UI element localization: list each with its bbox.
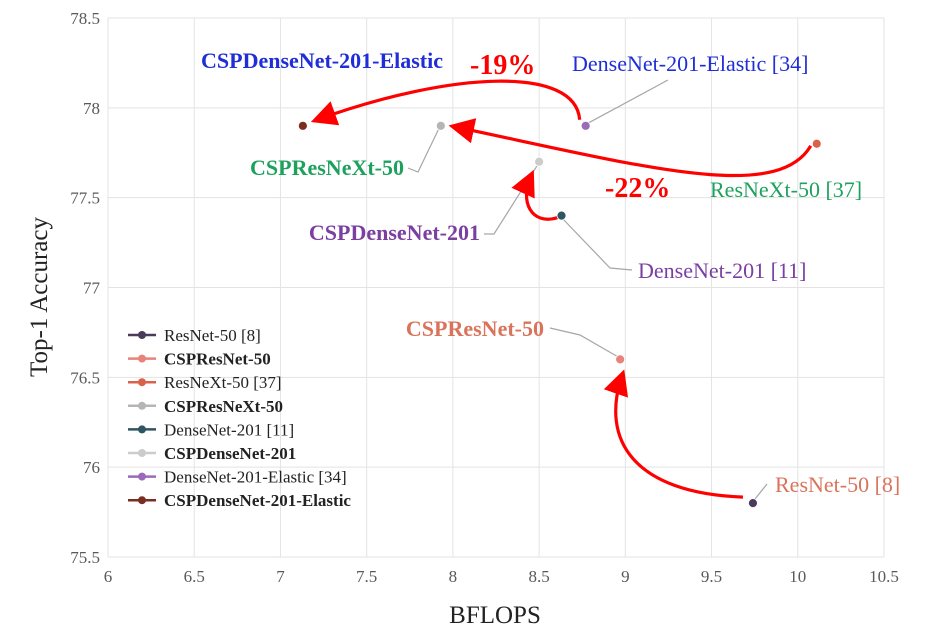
leader-line <box>588 79 669 124</box>
x-axis-title: BFLOPS <box>449 602 541 629</box>
leader-line <box>549 327 618 357</box>
legend-marker <box>138 425 146 434</box>
data-point <box>615 354 626 365</box>
leader-lines <box>407 79 768 500</box>
point-labels: ResNet-50 [8] CSPResNet-50 ResNeXt-50 [37]… <box>201 48 900 497</box>
point-label: CSPDenseNet-201-Elastic <box>201 48 443 73</box>
x-tick-label: 10 <box>789 567 806 586</box>
data-point <box>580 120 591 131</box>
leader-line <box>563 219 633 271</box>
x-tick-label: 8.5 <box>528 567 549 586</box>
point-label: ResNet-50 [8] <box>775 472 900 497</box>
legend-entry: CSPResNet-50 <box>164 350 271 369</box>
data-point <box>811 138 822 149</box>
x-tick-label: 9 <box>621 567 630 586</box>
leader-line <box>484 165 538 235</box>
y-tick-label: 78 <box>83 99 100 118</box>
annotation-19: -19% <box>470 50 535 81</box>
legend-entry: ResNet-50 [8] <box>164 326 261 345</box>
x-tick-label: 7 <box>276 567 285 586</box>
legend-marker <box>138 378 146 387</box>
arrow-densenet <box>511 169 558 221</box>
y-tick-label: 77 <box>83 279 101 298</box>
point-label: DenseNet-201-Elastic [34] <box>572 51 808 76</box>
legend: ResNet-50 [8] CSPResNet-50 ResNeXt-50 [37]… <box>128 326 351 510</box>
data-point <box>556 210 567 221</box>
grid <box>107 17 885 558</box>
data-point <box>435 120 446 131</box>
x-tick-label: 6 <box>104 567 113 586</box>
x-tick-label: 7.5 <box>356 567 377 586</box>
leader-line <box>754 483 768 500</box>
axis-ticks: 6 6.5 7 7.5 8 8.5 9 9.5 10 10.575.57676.57777.578… <box>70 9 899 586</box>
legend-entry: CSPDenseNet-201 <box>164 444 296 463</box>
x-tick-label: 8 <box>449 567 458 586</box>
leader-line <box>407 128 440 173</box>
data-point <box>297 120 308 131</box>
legend-entry: ResNeXt-50 [37] <box>164 373 282 392</box>
data-point <box>534 156 545 167</box>
point-label: DenseNet-201 [11] <box>638 258 806 283</box>
y-axis-title: Top-1 Accuracy <box>26 217 53 377</box>
legend-entry: CSPResNeXt-50 <box>164 397 283 416</box>
arrow-resnet <box>603 369 744 499</box>
point-label: ResNeXt-50 [37] <box>710 177 862 202</box>
x-tick-label: 6.5 <box>184 567 205 586</box>
data-point <box>748 498 758 509</box>
arrow-densenet-elastic <box>310 79 582 126</box>
y-tick-label: 77.5 <box>70 189 100 208</box>
y-tick-label: 75.5 <box>70 548 100 567</box>
arrow-resnext <box>448 118 813 178</box>
legend-marker <box>138 449 146 457</box>
legend-marker <box>138 331 146 339</box>
legend-marker <box>138 472 146 481</box>
x-tick-label: 10.5 <box>869 567 899 586</box>
legend-marker <box>138 354 146 363</box>
y-tick-label: 76.5 <box>70 368 100 387</box>
legend-entry: CSPDenseNet-201-Elastic <box>164 491 351 510</box>
arrows <box>310 79 813 499</box>
data-points <box>297 120 822 509</box>
annotation-22: -22% <box>605 173 670 204</box>
y-tick-label: 76 <box>83 458 100 477</box>
legend-entry: DenseNet-201 [11] <box>164 420 294 439</box>
legend-marker <box>138 496 146 505</box>
legend-entry: DenseNet-201-Elastic [34] <box>164 468 347 487</box>
y-tick-label: 78.5 <box>70 9 100 28</box>
point-label: CSPDenseNet-201 <box>309 220 480 245</box>
point-label: CSPResNet-50 <box>406 316 544 341</box>
x-tick-label: 9.5 <box>701 567 722 586</box>
legend-marker <box>138 401 146 410</box>
point-label: CSPResNeXt-50 <box>250 155 404 180</box>
